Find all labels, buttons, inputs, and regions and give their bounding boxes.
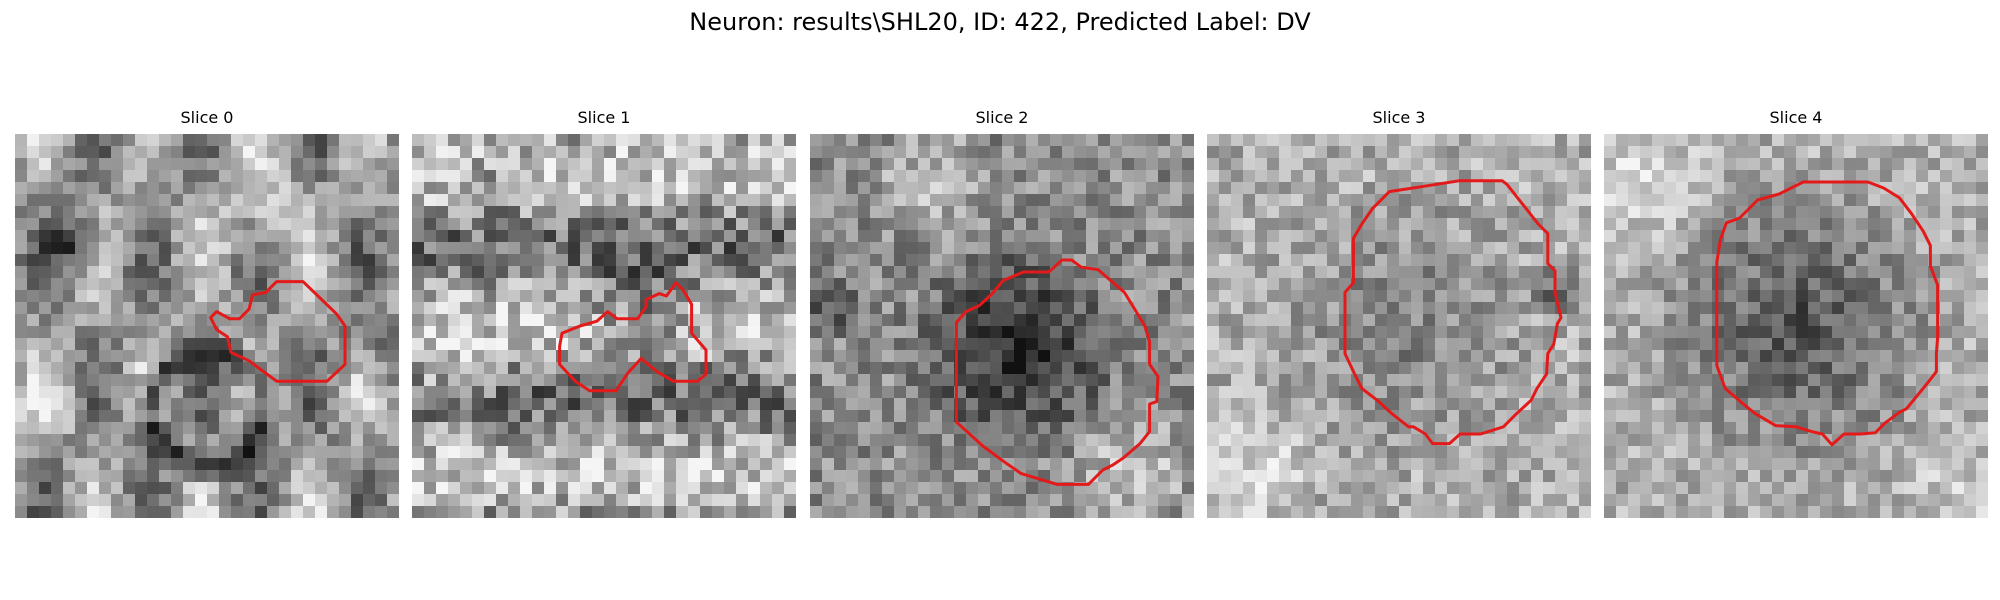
slice-title: Slice 1	[577, 108, 631, 127]
figure-title: Neuron: results\SHL20, ID: 422, Predicte…	[689, 8, 1311, 36]
slice-title: Slice 2	[975, 108, 1029, 127]
slice-image	[1604, 134, 1988, 518]
slice-image	[1207, 134, 1591, 518]
slice-title: Slice 0	[180, 108, 234, 127]
segmentation-contour	[1715, 180, 1940, 447]
segmentation-contour	[209, 280, 347, 383]
slice-image	[412, 134, 796, 518]
segmentation-contour	[1343, 179, 1563, 446]
segmentation-contour	[954, 258, 1160, 486]
slice-title: Slice 3	[1372, 108, 1426, 127]
slice-image	[810, 134, 1194, 518]
segmentation-contour	[558, 281, 708, 393]
slice-image	[15, 134, 399, 518]
slice-title: Slice 4	[1769, 108, 1823, 127]
